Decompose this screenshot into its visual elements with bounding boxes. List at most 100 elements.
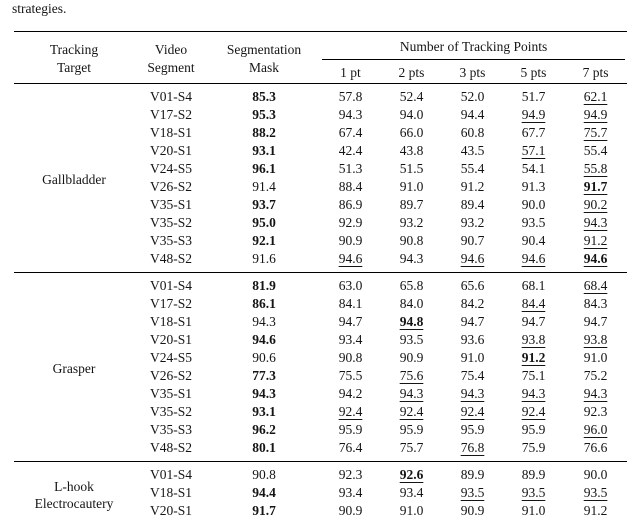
tracking-points-value: 90.0 bbox=[521, 197, 546, 213]
tracking-points-value: 95.9 bbox=[338, 422, 363, 438]
table-row: V26-S2 77.3 75.5 75.6 75.4 75.1 75.2 bbox=[14, 367, 627, 385]
header-row-top: Tracking Target Video Segment Segmentation… bbox=[14, 32, 627, 75]
segmentation-mask-value: 92.1 bbox=[252, 233, 276, 249]
col-header-2pts: 2 pts bbox=[398, 65, 425, 81]
tracking-points-value: 95.9 bbox=[521, 422, 546, 438]
table-row: V18-S1 88.2 67.4 66.0 60.8 67.7 75.7 bbox=[14, 124, 627, 142]
tracking-points-value: 75.1 bbox=[521, 368, 546, 384]
tracking-points-value: 43.8 bbox=[399, 143, 424, 159]
segmentation-mask-value: 94.3 bbox=[252, 386, 276, 402]
tracking-points-value: 90.8 bbox=[399, 233, 424, 249]
tracking-points-value: 43.5 bbox=[460, 143, 485, 159]
tracking-points-value: 75.4 bbox=[460, 368, 485, 384]
tracking-points-value: 91.7 bbox=[583, 179, 608, 195]
tracking-points-value: 65.6 bbox=[442, 272, 503, 296]
tracking-points-value: 84.3 bbox=[583, 296, 608, 312]
tracking-points-value: 75.5 bbox=[338, 368, 363, 384]
tracking-points-value: 55.8 bbox=[583, 161, 608, 177]
tracking-points-value: 92.4 bbox=[338, 404, 363, 420]
tracking-points-value: 90.8 bbox=[338, 350, 363, 366]
tracking-points-value: 96.0 bbox=[583, 422, 608, 438]
tracking-points-value: 84.0 bbox=[399, 296, 424, 312]
tracking-points-value: 91.0 bbox=[460, 350, 485, 366]
tracking-points-value: 90.9 bbox=[338, 233, 363, 249]
tracking-points-value: 90.7 bbox=[460, 233, 485, 249]
tracking-points-value: 94.9 bbox=[583, 107, 608, 123]
tracking-points-value: 94.7 bbox=[583, 314, 608, 330]
tracking-points-value: 92.4 bbox=[399, 404, 424, 420]
tracking-points-value: 91.0 bbox=[399, 179, 424, 195]
tracking-points-value: 90.9 bbox=[460, 503, 485, 518]
table-row: V24-S5 96.1 51.3 51.5 55.4 54.1 55.8 bbox=[14, 160, 627, 178]
header-line: Target bbox=[56, 60, 92, 76]
video-segment-value: V35-S2 bbox=[149, 404, 192, 420]
table-row: V26-S2 91.4 88.4 91.0 91.2 91.3 91.7 bbox=[14, 178, 627, 196]
tracking-points-value: 94.3 bbox=[399, 386, 424, 402]
tracking-points-value: 84.2 bbox=[460, 296, 485, 312]
table-row: V35-S2 93.1 92.4 92.4 92.4 92.4 92.3 bbox=[14, 403, 627, 421]
table-row: Gallbladder V01-S4 85.3 57.8 52.4 52.0 51.7 62.… bbox=[14, 83, 628, 273]
segmentation-mask-value: 94.3 bbox=[252, 314, 276, 330]
tracking-points-value: 89.9 bbox=[503, 461, 564, 485]
tracking-points-value: 52.4 bbox=[381, 83, 442, 107]
video-segment-value: V18-S1 bbox=[149, 314, 192, 330]
tracking-points-value: 92.9 bbox=[338, 215, 363, 231]
tracking-points-value: 92.3 bbox=[320, 461, 381, 485]
tracking-points-value: 42.4 bbox=[338, 143, 363, 159]
tracking-points-value: 94.6 bbox=[338, 251, 363, 267]
tracking-points-value: 90.4 bbox=[521, 233, 546, 249]
tracking-points-value: 92.3 bbox=[583, 404, 608, 420]
video-segment-value: V35-S1 bbox=[149, 197, 192, 213]
tracking-points-value: 95.9 bbox=[460, 422, 485, 438]
tracking-points-value: 94.7 bbox=[521, 314, 546, 330]
tracking-points-value: 91.3 bbox=[521, 179, 546, 195]
tracking-points-value: 93.4 bbox=[338, 332, 363, 348]
col-header-points-group: Number of Tracking Points bbox=[320, 32, 627, 60]
table-header: Tracking Target Video Segment Segmentation… bbox=[14, 32, 627, 84]
tracking-points-value: 76.6 bbox=[583, 440, 608, 456]
tracking-points-value: 51.3 bbox=[338, 161, 363, 177]
table-row: V20-S1 91.7 90.9 91.0 90.9 91.0 91.2 bbox=[14, 502, 627, 518]
table-row: L-hook Electrocautery V01-S4 90.8 92.3 92.6 89… bbox=[14, 461, 628, 518]
tracking-points-value: 94.3 bbox=[460, 386, 485, 402]
tracking-points-value: 92.4 bbox=[521, 404, 546, 420]
tracking-points-value: 94.7 bbox=[338, 314, 363, 330]
points-group-label: Number of Tracking Points bbox=[322, 35, 626, 60]
segmentation-mask-value: 88.2 bbox=[252, 125, 276, 141]
segmentation-mask-value: 91.4 bbox=[252, 179, 276, 195]
segmentation-mask-value: 96.2 bbox=[252, 422, 276, 438]
segmentation-mask-value: 90.8 bbox=[208, 461, 320, 485]
segmentation-mask-value: 93.1 bbox=[252, 143, 276, 159]
tracking-target-label: L-hook Electrocautery bbox=[14, 461, 134, 518]
table-row: V17-S2 86.1 84.1 84.0 84.2 84.4 84.3 bbox=[14, 295, 627, 313]
tracking-points-value: 54.1 bbox=[521, 161, 546, 177]
tracking-points-value: 94.6 bbox=[460, 251, 485, 267]
video-segment-value: V26-S2 bbox=[149, 368, 192, 384]
tracking-points-value: 89.9 bbox=[442, 461, 503, 485]
table-row: V48-S2 80.1 76.4 75.7 76.8 75.9 76.6 bbox=[14, 439, 627, 462]
video-segment-value: V20-S1 bbox=[149, 503, 192, 518]
tracking-points-value: 90.0 bbox=[564, 461, 628, 485]
table-row: V18-S1 94.4 93.4 93.4 93.5 93.5 93.5 bbox=[14, 484, 627, 502]
tracking-points-value: 90.9 bbox=[399, 350, 424, 366]
table-row: V17-S2 95.3 94.3 94.0 94.4 94.9 94.9 bbox=[14, 106, 627, 124]
header-line: Mask bbox=[249, 60, 279, 76]
tracking-points-value: 93.4 bbox=[399, 485, 424, 501]
table-row: V35-S2 95.0 92.9 93.2 93.2 93.5 94.3 bbox=[14, 214, 627, 232]
video-segment-value: V35-S3 bbox=[149, 233, 192, 249]
tracking-points-value: 93.6 bbox=[460, 332, 485, 348]
tracking-points-value: 91.2 bbox=[583, 233, 608, 249]
tracking-points-value: 66.0 bbox=[399, 125, 424, 141]
tracking-points-value: 57.8 bbox=[320, 83, 381, 107]
tracking-points-value: 94.3 bbox=[583, 215, 608, 231]
tracking-points-value: 88.4 bbox=[338, 179, 363, 195]
video-segment-value: V20-S1 bbox=[149, 143, 192, 159]
tracking-points-value: 93.4 bbox=[338, 485, 363, 501]
tracking-points-value: 63.0 bbox=[320, 272, 381, 296]
tracking-points-value: 68.1 bbox=[503, 272, 564, 296]
video-segment-value: V18-S1 bbox=[149, 125, 192, 141]
tracking-points-value: 55.4 bbox=[583, 143, 608, 159]
tracking-points-value: 67.7 bbox=[521, 125, 546, 141]
header-line: Segment bbox=[147, 60, 195, 76]
tracking-points-value: 95.9 bbox=[399, 422, 424, 438]
